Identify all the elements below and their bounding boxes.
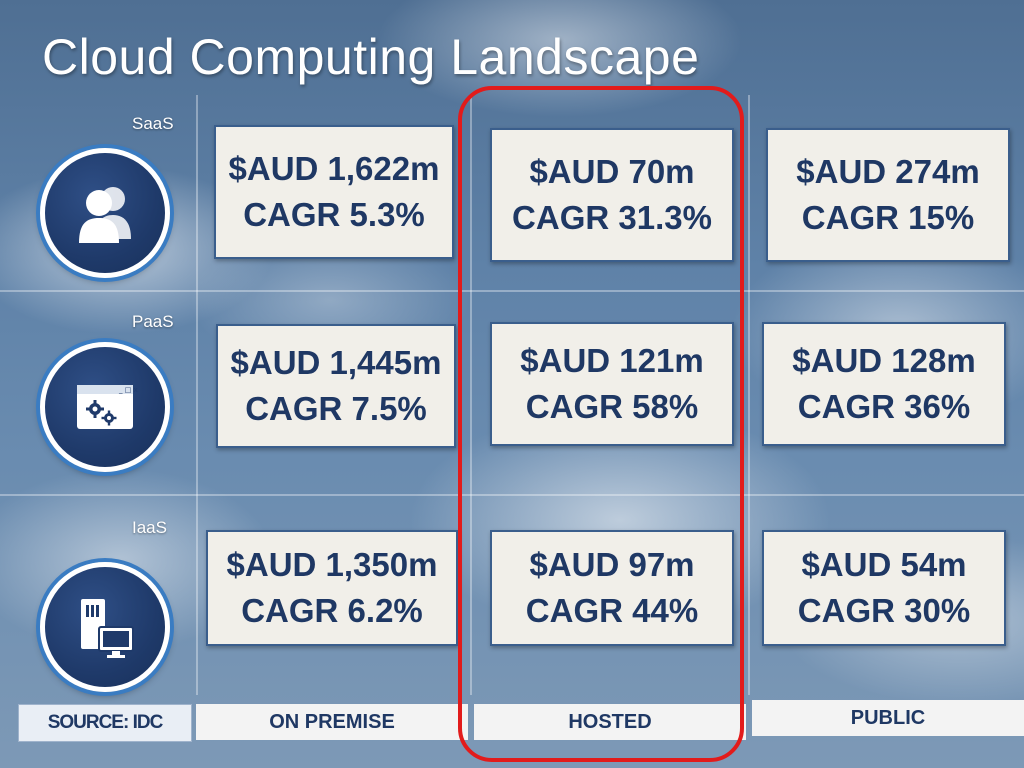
cagr-value: CAGR 30% (797, 592, 971, 629)
market-value: $AUD 128m (792, 342, 976, 379)
cagr-value: CAGR 6.2% (241, 592, 423, 629)
column-label-public: PUBLIC (752, 700, 1024, 736)
source-label: SOURCE: IDC (18, 704, 192, 742)
cell-paas-on-premise: $AUD 1,445m CAGR 7.5% (216, 324, 456, 448)
cell-iaas-hosted: $AUD 97m CAGR 44% (490, 530, 734, 646)
column-label-hosted: HOSTED (474, 704, 746, 740)
app-gears-icon: _ □ x (40, 342, 170, 472)
market-value: $AUD 1,445m (230, 344, 442, 381)
market-value: $AUD 1,622m (228, 150, 440, 187)
cell-saas-on-premise: $AUD 1,622m CAGR 5.3% (214, 125, 454, 259)
column-divider (470, 95, 472, 695)
cagr-value: CAGR 7.5% (245, 390, 427, 427)
market-value: $AUD 97m (529, 546, 695, 583)
market-value: $AUD 1,350m (226, 546, 438, 583)
cell-paas-public: $AUD 128m CAGR 36% (762, 322, 1006, 446)
server-monitor-icon (40, 562, 170, 692)
market-value: $AUD 70m (529, 153, 695, 190)
cell-paas-hosted: $AUD 121m CAGR 58% (490, 322, 734, 446)
cell-saas-hosted: $AUD 70m CAGR 31.3% (490, 128, 734, 262)
cagr-value: CAGR 58% (525, 388, 699, 425)
cagr-value: CAGR 15% (801, 199, 975, 236)
svg-text:_ □ x: _ □ x (118, 386, 138, 394)
row-label-paas: PaaS (132, 312, 174, 331)
cagr-value: CAGR 44% (525, 592, 699, 629)
market-value: $AUD 121m (520, 342, 704, 379)
hosted-column-highlight (458, 86, 744, 762)
slide-title: Cloud Computing Landscape (42, 29, 700, 85)
market-value: $AUD 274m (796, 153, 980, 190)
cagr-value: CAGR 5.3% (243, 196, 425, 233)
row-label-saas: SaaS (132, 114, 174, 133)
cagr-value: CAGR 36% (797, 388, 971, 425)
column-divider (196, 95, 198, 695)
column-divider (748, 95, 750, 695)
cell-saas-public: $AUD 274m CAGR 15% (766, 128, 1010, 262)
column-label-on-premise: ON PREMISE (196, 704, 468, 740)
cell-iaas-on-premise: $AUD 1,350m CAGR 6.2% (206, 530, 458, 646)
users-icon (40, 148, 170, 278)
cagr-value: CAGR 31.3% (512, 199, 712, 236)
row-divider (0, 494, 1024, 496)
cell-iaas-public: $AUD 54m CAGR 30% (762, 530, 1006, 646)
market-value: $AUD 54m (801, 546, 967, 583)
row-divider (0, 290, 1024, 292)
row-label-iaas: IaaS (132, 518, 167, 537)
